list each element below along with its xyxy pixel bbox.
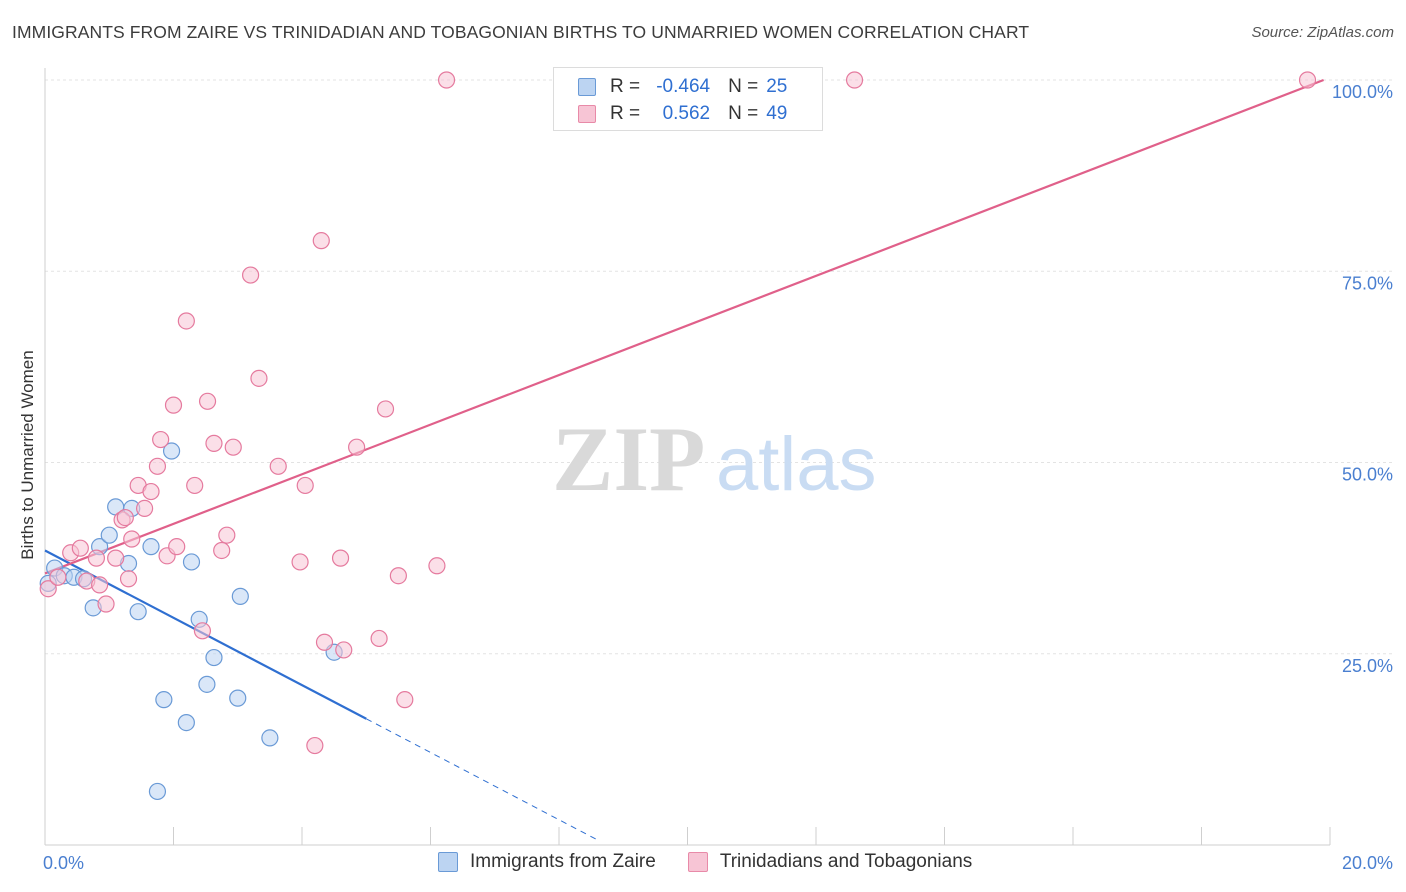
axes [44, 68, 1331, 846]
trinidad-point [91, 576, 109, 594]
legend-r-value: -0.464 [656, 76, 711, 97]
grid-lines [45, 79, 1395, 655]
trinidad-point [335, 641, 353, 659]
trinidad-point [186, 476, 204, 495]
watermark: ZIP atlas [552, 408, 877, 510]
trinidad-point [205, 434, 223, 452]
legend-n-value: 25 [766, 76, 788, 97]
watermark-atlas: atlas [716, 422, 877, 507]
trinidad-point [389, 567, 407, 585]
trinidad-point [437, 71, 456, 89]
trinidad-point [135, 499, 154, 517]
watermark-zip: ZIP [552, 408, 705, 510]
trinidad-point [198, 392, 217, 410]
trinidad-point [315, 633, 334, 651]
trinidad-point [296, 476, 314, 495]
legend-swatch-zaire [578, 78, 596, 96]
trinidad-point [168, 538, 186, 556]
trinidad-point [148, 457, 167, 475]
trinidad-point [312, 232, 330, 250]
legend-item-zaire: Immigrants from Zaire [438, 851, 656, 873]
trinidad-point [177, 312, 195, 330]
legend-swatch-trinidad [578, 105, 596, 123]
trinidad-point [107, 549, 125, 567]
zaire-point [100, 526, 118, 544]
zaire-point [129, 603, 147, 621]
y-tick-label: 75.0% [1342, 273, 1393, 293]
trinidad-point [428, 557, 446, 575]
trinidad-point [370, 629, 388, 648]
chart-title: IMMIGRANTS FROM ZAIRE VS TRINIDADIAN AND… [12, 22, 1030, 42]
x-tick-label: 20.0% [1342, 853, 1393, 873]
legend-row-trinidad: R = 0.562 N = 49 [578, 101, 787, 127]
trinidad-point [142, 482, 160, 501]
zaire-point [261, 729, 279, 747]
zaire-point [205, 648, 223, 667]
zaire-point [162, 442, 181, 460]
zaire-trend-extension [366, 718, 598, 841]
legend-r-label: R = [610, 76, 641, 97]
legend-swatch-trinidad [687, 852, 708, 872]
zaire-point [177, 713, 195, 732]
legend-n-label: N = [728, 103, 759, 124]
y-tick-label: 100.0% [1332, 82, 1393, 102]
trinidad-point [396, 691, 414, 709]
legend-row-zaire: R = -0.464 N = 25 [578, 74, 787, 100]
trinidad-point [123, 530, 141, 548]
trinidad-point [845, 71, 864, 89]
zaire-point [148, 782, 167, 801]
tick-labels: 25.0% 50.0% 75.0% 100.0% 0.0% 20.0% [43, 82, 1393, 873]
y-tick-label: 50.0% [1342, 465, 1393, 485]
trinidad-point [97, 595, 115, 613]
trinidad-point [331, 549, 350, 567]
trinidad-point [250, 369, 268, 387]
trinidad-point [87, 549, 106, 567]
zaire-point [229, 689, 247, 707]
legend-r-label: R = [610, 103, 641, 124]
stats-legend: R = -0.464 N = 25 R = 0.562 N = 49 [553, 67, 823, 131]
x-tick-label: 0.0% [43, 853, 84, 873]
trinidad-point [119, 570, 138, 588]
zaire-point [198, 675, 216, 693]
trinidad-point [306, 736, 324, 755]
y-tick-label: 25.0% [1342, 656, 1393, 676]
trinidad-point [224, 438, 242, 456]
zaire-point [155, 691, 173, 709]
zaire-point [231, 587, 249, 605]
legend-label-zaire: Immigrants from Zaire [470, 851, 656, 872]
zaire-point [182, 553, 201, 571]
trinidad-point [152, 430, 170, 449]
zaire-point [142, 538, 160, 556]
legend-item-trinidad: Trinidadians and Tobagonians [687, 851, 973, 873]
legend-r-value: 0.562 [662, 103, 711, 124]
source-label: Source: ZipAtlas.com [1251, 24, 1394, 41]
trinidad-point [1298, 71, 1317, 89]
trinidad-point [213, 541, 231, 560]
trinidad-point [49, 568, 67, 586]
series-legend: Immigrants from Zaire Trinidadians and T… [438, 851, 1004, 873]
trinidad-trend-line [44, 78, 1324, 575]
trinidad-point [193, 622, 212, 640]
trinidad-point [269, 457, 287, 475]
trinidad-point [218, 526, 236, 544]
data-points [39, 71, 1317, 801]
legend-swatch-zaire [438, 852, 458, 872]
trinidad-point [291, 553, 309, 571]
trinidad-point [116, 508, 134, 527]
trinidad-point [164, 396, 183, 414]
trinidad-point [376, 400, 395, 418]
trinidad-point [71, 539, 89, 557]
legend-n-value: 49 [766, 103, 788, 124]
trinidad-point [242, 266, 260, 284]
trinidad-point [348, 438, 366, 456]
legend-label-trinidad: Trinidadians and Tobagonians [719, 851, 973, 872]
legend-n-label: N = [728, 76, 759, 97]
trinidad-point [39, 580, 57, 598]
